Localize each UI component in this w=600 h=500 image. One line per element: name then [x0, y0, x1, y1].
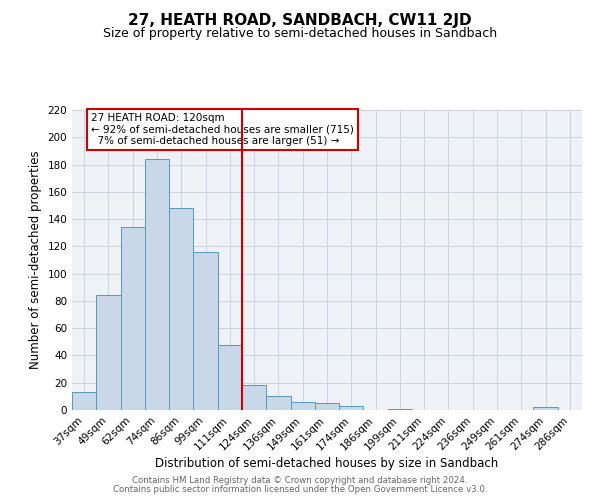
Bar	[290, 402, 315, 410]
Bar	[193, 252, 218, 410]
Text: Contains public sector information licensed under the Open Government Licence v3: Contains public sector information licen…	[113, 485, 487, 494]
Text: Contains HM Land Registry data © Crown copyright and database right 2024.: Contains HM Land Registry data © Crown c…	[132, 476, 468, 485]
Bar	[145, 159, 169, 410]
Bar	[121, 228, 145, 410]
Text: 27 HEATH ROAD: 120sqm
← 92% of semi-detached houses are smaller (715)
  7% of se: 27 HEATH ROAD: 120sqm ← 92% of semi-deta…	[91, 112, 355, 146]
Y-axis label: Number of semi-detached properties: Number of semi-detached properties	[29, 150, 42, 370]
Bar	[169, 208, 193, 410]
Bar	[72, 392, 96, 410]
Bar	[266, 396, 290, 410]
Bar	[315, 403, 339, 410]
Bar	[242, 386, 266, 410]
Text: 27, HEATH ROAD, SANDBACH, CW11 2JD: 27, HEATH ROAD, SANDBACH, CW11 2JD	[128, 12, 472, 28]
Bar	[96, 296, 121, 410]
Bar	[388, 408, 412, 410]
Bar	[339, 406, 364, 410]
Bar	[533, 408, 558, 410]
Text: Size of property relative to semi-detached houses in Sandbach: Size of property relative to semi-detach…	[103, 28, 497, 40]
X-axis label: Distribution of semi-detached houses by size in Sandbach: Distribution of semi-detached houses by …	[155, 458, 499, 470]
Bar	[218, 344, 242, 410]
